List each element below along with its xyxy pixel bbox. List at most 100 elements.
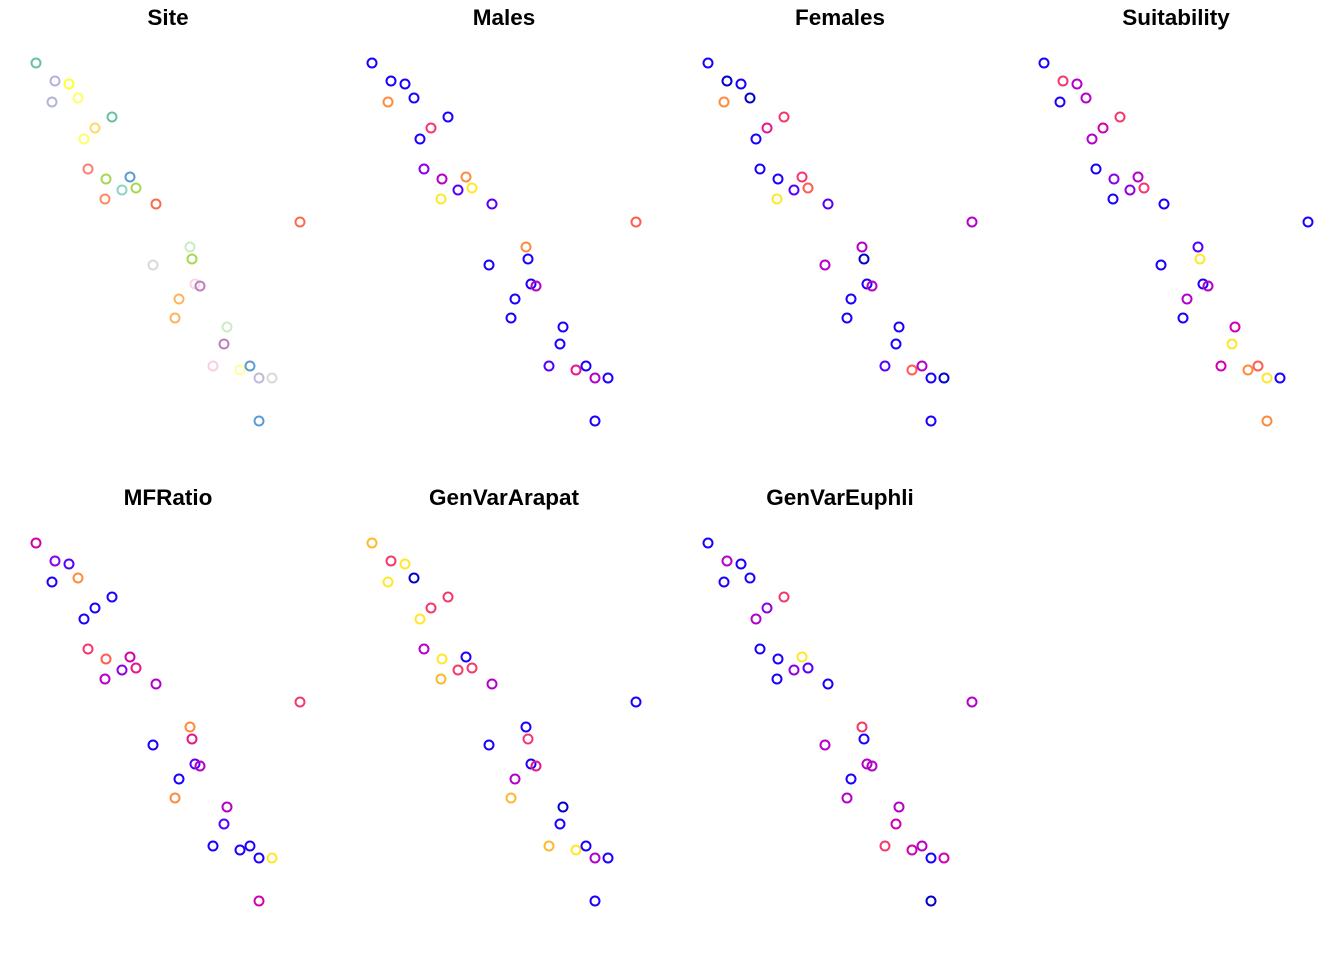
data-point [30, 57, 42, 69]
data-point [893, 801, 905, 813]
data-point [147, 259, 159, 271]
data-point [925, 895, 937, 907]
data-point [253, 852, 265, 864]
data-point [1181, 293, 1193, 305]
data-point [1274, 372, 1286, 384]
data-point [173, 293, 185, 305]
data-point [253, 895, 265, 907]
data-point [841, 312, 853, 324]
data-point [788, 184, 800, 196]
data-point [602, 852, 614, 864]
data-point [580, 840, 592, 852]
data-point [841, 792, 853, 804]
data-point [218, 818, 230, 830]
data-point [207, 360, 219, 372]
data-point [408, 92, 420, 104]
panel-title-males: Males [473, 5, 536, 30]
data-point [63, 558, 75, 570]
data-point [822, 678, 834, 690]
data-point [130, 662, 142, 674]
data-point [530, 280, 542, 292]
data-point [99, 673, 111, 685]
data-point [186, 253, 198, 265]
data-point [399, 78, 411, 90]
data-point [761, 122, 773, 134]
panel-title-females: Females [795, 5, 885, 30]
data-point [234, 364, 246, 376]
data-point [436, 653, 448, 665]
data-point [856, 241, 868, 253]
data-point [721, 555, 733, 567]
data-point [890, 818, 902, 830]
data-point [530, 760, 542, 772]
data-point [147, 739, 159, 751]
data-point [718, 576, 730, 588]
data-point [1229, 321, 1241, 333]
data-point [557, 321, 569, 333]
data-point [442, 591, 454, 603]
data-point [1132, 171, 1144, 183]
data-point [1107, 193, 1119, 205]
data-point [1261, 415, 1273, 427]
data-point [543, 360, 555, 372]
data-point [772, 653, 784, 665]
data-point [150, 198, 162, 210]
data-point [184, 241, 196, 253]
data-point [486, 198, 498, 210]
data-point [966, 216, 978, 228]
data-point [509, 293, 521, 305]
data-point [189, 278, 201, 290]
data-point [1054, 96, 1066, 108]
data-point [916, 840, 928, 852]
data-point [486, 678, 498, 690]
data-point [78, 613, 90, 625]
data-point [702, 537, 714, 549]
data-point [788, 664, 800, 676]
panel-males: Males [366, 5, 642, 427]
data-point [744, 572, 756, 584]
data-point [418, 163, 430, 175]
data-point [414, 613, 426, 625]
data-point [72, 92, 84, 104]
data-point [186, 733, 198, 745]
data-point [408, 572, 420, 584]
data-point [589, 852, 601, 864]
data-point [382, 576, 394, 588]
data-point [150, 678, 162, 690]
data-point [750, 613, 762, 625]
data-point [414, 133, 426, 145]
data-point [221, 801, 233, 813]
data-point [483, 259, 495, 271]
panel-title-mfratio: MFRatio [124, 485, 213, 510]
data-point [78, 133, 90, 145]
data-point [858, 253, 870, 265]
data-point [442, 111, 454, 123]
data-point [754, 163, 766, 175]
data-point [425, 122, 437, 134]
data-point [796, 171, 808, 183]
data-point [218, 338, 230, 350]
data-point [906, 844, 918, 856]
data-point [1226, 338, 1238, 350]
panel-title-genvareuphli: GenVarEuphli [766, 485, 914, 510]
data-point [602, 372, 614, 384]
data-point [30, 537, 42, 549]
panel-title-site: Site [147, 5, 188, 30]
data-point [169, 312, 181, 324]
data-point [778, 111, 790, 123]
data-point [861, 278, 873, 290]
data-point [82, 643, 94, 655]
data-point [845, 293, 857, 305]
data-point [89, 602, 101, 614]
data-point [589, 895, 601, 907]
data-point [754, 643, 766, 655]
data-point [460, 651, 472, 663]
data-point [771, 673, 783, 685]
panel-title-genvararapat: GenVarArapat [429, 485, 580, 510]
panel-title-suitability: Suitability [1122, 5, 1230, 30]
data-point [893, 321, 905, 333]
data-point [266, 372, 278, 384]
data-point [630, 216, 642, 228]
data-point [802, 662, 814, 674]
data-point [856, 721, 868, 733]
